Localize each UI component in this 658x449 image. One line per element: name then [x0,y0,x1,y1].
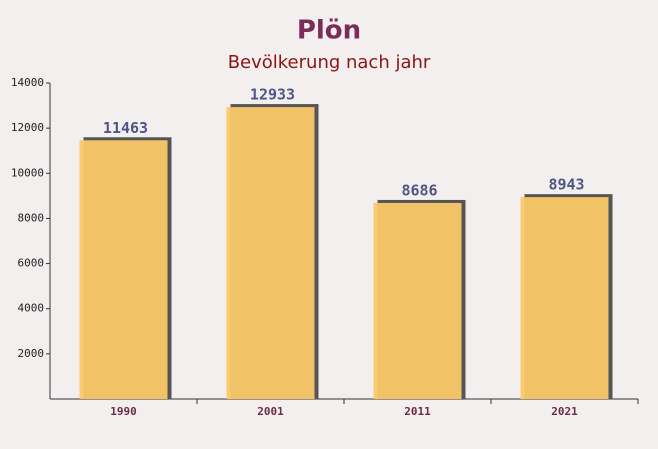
y-tick-label: 4000 [18,302,45,315]
y-tick-label: 2000 [18,347,45,360]
bar [79,140,168,399]
y-tick-label: 14000 [11,76,44,89]
bar [226,107,315,400]
chart-title: Plön [297,16,361,46]
value-label: 8686 [401,181,437,199]
y-tick-label: 8000 [18,211,45,224]
value-label: 12933 [250,86,295,104]
x-tick-label: 2001 [257,405,284,418]
x-tick-label: 2011 [404,405,431,418]
value-label: 8943 [548,176,584,194]
y-tick-label: 12000 [11,121,44,134]
chart-subtitle: Bevölkerung nach jahr [228,52,431,73]
x-tick-label: 1990 [110,405,137,418]
bar [373,202,462,399]
y-tick-label: 10000 [11,166,44,179]
value-label: 11463 [103,119,148,137]
bar [520,197,609,399]
y-tick-label: 6000 [18,257,45,270]
x-tick-label: 2021 [551,405,578,418]
